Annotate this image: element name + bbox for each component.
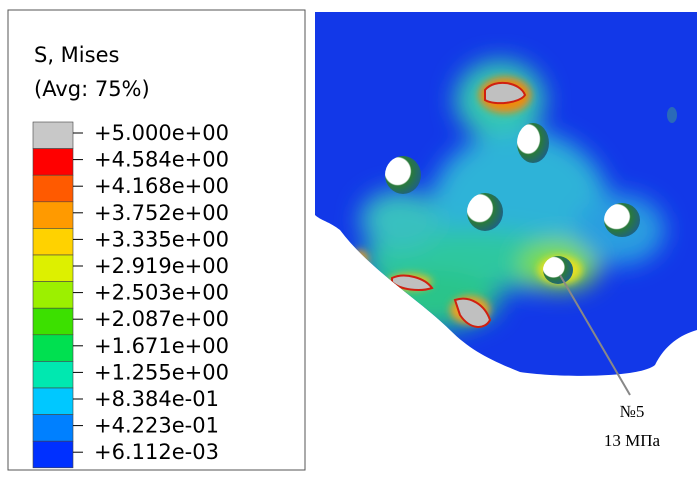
legend-swatch [33,202,73,229]
legend-swatch [33,308,73,335]
legend-swatch [33,175,73,202]
legend-label: +2.503e+00 [94,281,229,305]
legend-swatch [33,282,73,309]
legend-swatch [33,441,73,468]
legend-title: S, Mises [34,43,119,67]
legend-swatch [33,361,73,388]
legend-swatch [33,122,73,149]
annotation-value: 13 МПа [604,431,661,450]
legend-subtitle: (Avg: 75%) [34,77,150,101]
legend-label: +3.335e+00 [94,227,229,251]
screenshot: S, Mises (Avg: 75%) +5.000e+00 +4.584e+00… [0,0,697,479]
legend-swatch [33,149,73,176]
legend-label: +4.584e+00 [94,148,229,172]
legend-swatch [33,388,73,415]
annotation-label: №5 [620,402,645,421]
legend-label: +4.168e+00 [94,174,229,198]
legend-swatch [33,415,73,442]
fea-model [310,10,697,380]
legend-label: +5.000e+00 [94,121,229,145]
legend-label: +6.112e-03 [94,440,219,464]
legend-swatch [33,228,73,255]
legend-label: +3.752e+00 [94,201,229,225]
legend-label: +4.223e-01 [94,414,219,438]
legend-label: +8.384e-01 [94,387,219,411]
legend-label: +1.255e+00 [94,360,229,384]
legend-label: +2.087e+00 [94,307,229,331]
legend-swatch [33,335,73,362]
legend-label: +1.671e+00 [94,334,229,358]
legend-label: +2.919e+00 [94,254,229,278]
legend-swatch [33,255,73,282]
